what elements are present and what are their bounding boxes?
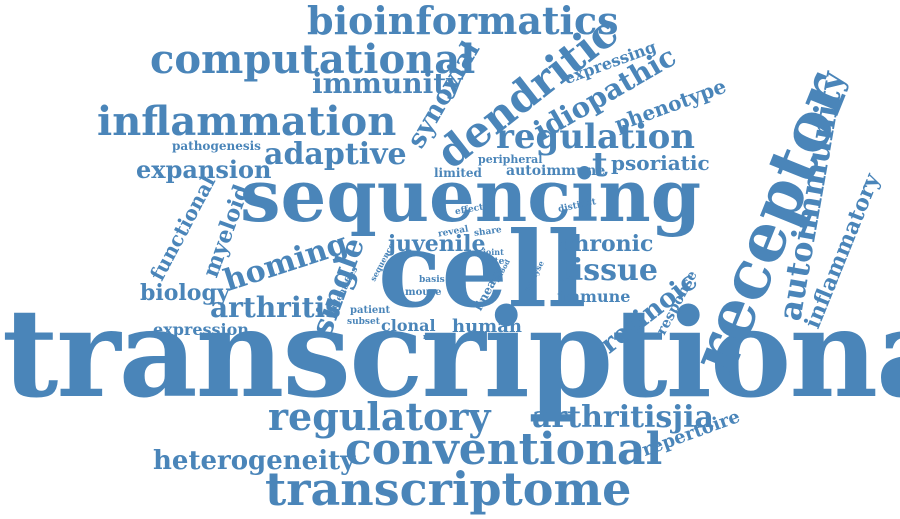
word-basis: basis	[419, 275, 445, 285]
word-arthritisjia: arthritisjia	[532, 400, 714, 435]
word-transcriptome: transcriptome	[265, 462, 632, 516]
word-expression: expression	[153, 320, 249, 339]
word-marker: marker	[423, 332, 452, 341]
word-immune: immune	[557, 287, 631, 306]
word-inflammation: inflammation	[97, 98, 397, 145]
word-t: t	[592, 145, 608, 185]
word-pathogenesis: pathogenesis	[172, 139, 261, 153]
word-site: site	[486, 257, 505, 267]
word-human: human	[452, 316, 522, 337]
word-juvenile: juvenile	[388, 231, 486, 257]
word-mouse: mouse	[405, 287, 442, 298]
word-sequencing: sequencing	[240, 153, 702, 238]
word-bioinformatics: bioinformatics	[307, 0, 619, 43]
word-chronic: chronic	[560, 231, 654, 257]
word-computational: computational	[150, 36, 476, 83]
word-immunity: immunity	[312, 67, 463, 100]
word-adaptive: adaptive	[264, 137, 407, 172]
word-regulatory: regulatory	[268, 394, 491, 439]
word-biology: biology	[140, 280, 230, 306]
word-autoimmune: autoimmune	[506, 163, 606, 179]
word-heterogeneity: heterogeneity	[153, 446, 356, 476]
word-peripheral: peripheral	[478, 153, 543, 166]
word-regulation: regulation	[496, 117, 696, 157]
word-conventional: conventional	[345, 424, 663, 475]
word-expansion: expansion	[136, 155, 272, 184]
word-patient: patient	[350, 305, 391, 316]
word-arthritis: arthritis	[210, 291, 341, 324]
word-joint: joint	[483, 247, 504, 257]
word-clonal: clonal	[381, 316, 436, 335]
word-limited: limited	[434, 166, 482, 180]
word-cell: cell	[378, 208, 587, 331]
word-subset: subset	[347, 317, 380, 327]
word-transcriptional: transcriptional	[2, 281, 900, 425]
word-psoriatic: psoriatic	[611, 151, 710, 175]
word-tissue: tissue	[558, 253, 658, 288]
